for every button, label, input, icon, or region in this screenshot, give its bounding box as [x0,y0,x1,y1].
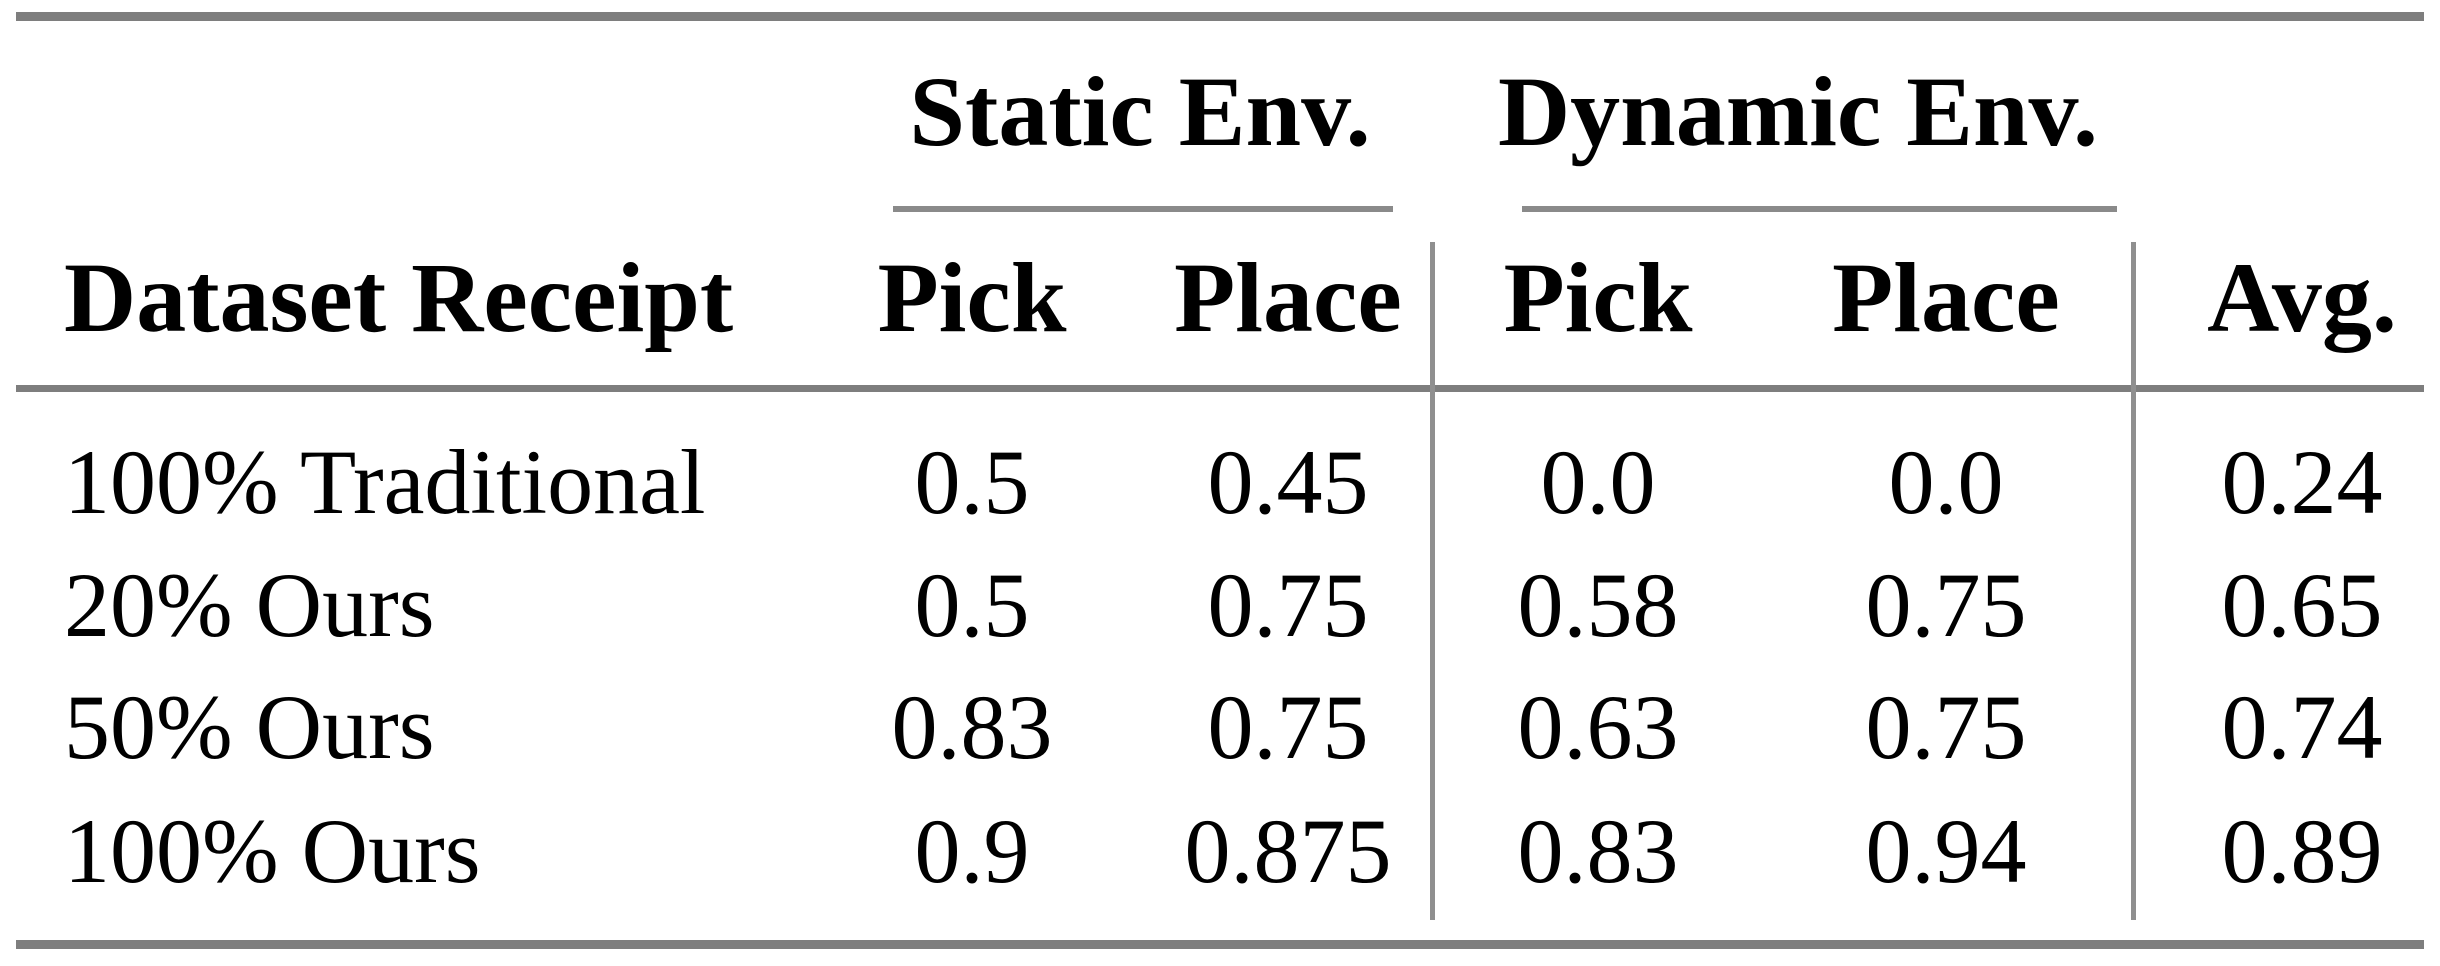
cell-static-place: 0.75 [1207,554,1369,656]
row-label: 20% Ours [64,554,435,656]
group-header-dynamic-env: Dynamic Env. [1497,56,2099,167]
dynamic-env-underline-rule [1522,206,2117,212]
cell-dynamic-pick: 0.83 [1517,800,1679,902]
column-header-static-place: Place [1174,242,1402,353]
cell-static-pick: 0.5 [914,554,1030,656]
row-label: 100% Traditional [64,431,706,533]
cell-dynamic-pick: 0.0 [1540,431,1656,533]
top-rule [16,12,2424,21]
group-header-static-env: Static Env. [909,56,1371,167]
cell-avg: 0.65 [2221,554,2383,656]
cell-dynamic-pick: 0.63 [1517,676,1679,778]
static-env-underline-rule [893,206,1393,212]
cell-dynamic-place: 0.75 [1865,676,2027,778]
cell-static-place: 0.875 [1184,800,1392,902]
cell-avg: 0.74 [2221,676,2383,778]
cell-static-place: 0.75 [1207,676,1369,778]
cell-dynamic-place: 0.94 [1865,800,2027,902]
cell-static-place: 0.45 [1207,431,1369,533]
column-header-dynamic-pick: Pick [1503,242,1693,353]
cell-dynamic-pick: 0.58 [1517,554,1679,656]
vertical-rule-before-avg [2131,242,2136,920]
row-label: 50% Ours [64,676,435,778]
column-header-dataset-receipt: Dataset Receipt [64,242,734,353]
vertical-rule-static-dynamic [1430,242,1435,920]
row-label: 100% Ours [64,800,481,902]
column-header-avg: Avg. [2207,242,2397,353]
column-header-dynamic-place: Place [1832,242,2060,353]
column-header-static-pick: Pick [877,242,1067,353]
cell-dynamic-place: 0.0 [1888,431,2004,533]
cell-avg: 0.89 [2221,800,2383,902]
header-separator-rule [16,385,2424,392]
bottom-rule [16,940,2424,949]
cell-dynamic-place: 0.75 [1865,554,2027,656]
cell-static-pick: 0.83 [891,676,1053,778]
cell-avg: 0.24 [2221,431,2383,533]
cell-static-pick: 0.9 [914,800,1030,902]
cell-static-pick: 0.5 [914,431,1030,533]
